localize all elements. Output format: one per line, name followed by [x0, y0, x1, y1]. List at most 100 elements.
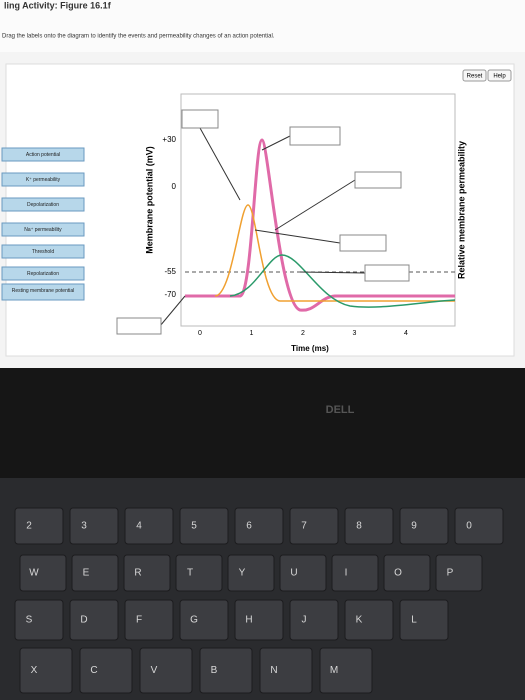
k-permeability-curve [229, 254, 456, 308]
key [344, 599, 394, 641]
y-tick-label: -70 [164, 290, 176, 299]
x-tick-label: 0 [198, 330, 202, 337]
key [289, 507, 339, 545]
drag-label-text[interactable]: Repolarization [27, 271, 59, 277]
drag-label[interactable] [1, 147, 85, 162]
key-label: 9 [411, 521, 417, 532]
key [19, 647, 73, 694]
key [234, 599, 284, 641]
key [123, 554, 171, 592]
key-label: G [190, 615, 198, 626]
key [344, 507, 394, 545]
key-label: 8 [356, 521, 362, 532]
button[interactable] [462, 69, 487, 82]
activity-title: ling Activity: Figure 16.1f [4, 0, 112, 10]
header-bar [0, 0, 525, 52]
key [383, 554, 431, 592]
key [14, 507, 64, 545]
key-label: E [83, 568, 90, 579]
drag-label-text[interactable]: Resting membrane potential [12, 288, 75, 294]
drag-label[interactable] [1, 244, 85, 259]
button[interactable] [487, 69, 512, 82]
na-permeability-curve [214, 204, 455, 302]
y-axis-label: Membrane potential (mV) [144, 146, 154, 254]
key [175, 554, 223, 592]
right-axis-label: Relative membrane permeability [456, 141, 466, 279]
key-label: T [187, 568, 193, 579]
key-label: F [136, 615, 142, 626]
drag-label-text[interactable]: Depolarization [27, 202, 59, 208]
key-label: C [90, 665, 97, 676]
key-label: O [394, 568, 402, 579]
drop-target[interactable] [364, 264, 410, 282]
key [435, 554, 483, 592]
key [79, 647, 133, 694]
key [279, 554, 327, 592]
drag-label[interactable] [1, 222, 85, 237]
key-label: D [80, 615, 87, 626]
key [179, 599, 229, 641]
key-label: 3 [81, 521, 87, 532]
key-label: 6 [246, 521, 252, 532]
key [19, 554, 67, 592]
key [399, 599, 449, 641]
drop-target[interactable] [181, 109, 219, 129]
drag-label-text[interactable]: Threshold [32, 249, 54, 255]
drag-label[interactable] [1, 266, 85, 281]
x-tick-label: 3 [353, 330, 357, 337]
key-label: J [302, 615, 307, 626]
drop-target[interactable] [354, 171, 402, 189]
drop-target[interactable] [289, 126, 341, 146]
key [289, 599, 339, 641]
drag-label[interactable] [1, 283, 85, 301]
instruction: Drag the labels onto the diagram to iden… [2, 34, 275, 40]
y-tick-label: 0 [172, 182, 177, 191]
y-tick-label: +30 [162, 135, 176, 144]
drag-label[interactable] [1, 197, 85, 212]
key [227, 554, 275, 592]
key-label: 7 [301, 521, 307, 532]
leader-lines [159, 127, 366, 327]
key [69, 507, 119, 545]
x-axis-label: Time (ms) [291, 344, 329, 353]
action-potential-curve [185, 138, 455, 312]
key [124, 507, 174, 545]
x-tick-label: 1 [250, 330, 254, 337]
drag-label[interactable] [1, 172, 85, 187]
button-label[interactable]: Help [493, 74, 506, 80]
key-label: H [245, 615, 252, 626]
drag-label-text[interactable]: Na⁺ permeability [24, 227, 62, 233]
drop-target[interactable] [116, 317, 162, 335]
key [331, 554, 379, 592]
key [124, 599, 174, 641]
drop-targets [116, 109, 410, 335]
key-label: K [356, 615, 363, 626]
key-label: W [29, 568, 39, 579]
key-label: 2 [26, 521, 32, 532]
x-tick-label: 4 [404, 330, 408, 337]
key [14, 599, 64, 641]
drop-target[interactable] [339, 234, 387, 252]
key-label: N [270, 665, 277, 676]
key [71, 554, 119, 592]
key [454, 507, 504, 545]
y-tick-label: -55 [164, 267, 176, 276]
key [139, 647, 193, 694]
key-label: M [330, 665, 338, 676]
key [199, 647, 253, 694]
drag-label-text[interactable]: Action potential [26, 152, 60, 158]
button-label[interactable]: Reset [467, 74, 483, 80]
x-tick-label: 2 [301, 330, 305, 337]
key-label: I [345, 568, 348, 579]
key-label: P [447, 568, 454, 579]
key-label: S [26, 615, 33, 626]
key-label: U [290, 568, 297, 579]
key-label: V [151, 665, 158, 676]
drag-label-text[interactable]: K⁺ permeability [26, 177, 61, 183]
key-label: 4 [136, 521, 142, 532]
key-label: B [211, 665, 218, 676]
key [69, 599, 119, 641]
key-label: 0 [466, 521, 472, 532]
